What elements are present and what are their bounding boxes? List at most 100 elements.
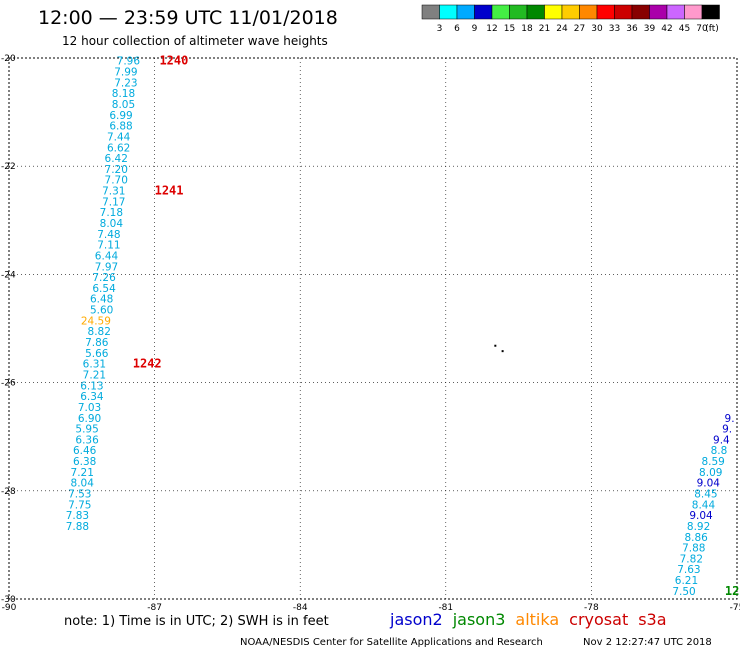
- time-stamp: 1242: [133, 357, 162, 371]
- swh-value: 7.48: [97, 229, 120, 241]
- swh-value: 7.20: [105, 164, 128, 176]
- footer-note: note: 1) Time is in UTC; 2) SWH is in fe…: [64, 614, 329, 629]
- legend-label: 33: [609, 24, 620, 34]
- swh-value: 8.8: [711, 445, 728, 457]
- swh-value: 6.62: [107, 142, 130, 154]
- y-tick-label: -22: [1, 162, 16, 172]
- marker-dot: [501, 350, 504, 353]
- x-tick-label: -90: [2, 603, 17, 613]
- swh-value: 8.04: [100, 218, 124, 230]
- legend-swatch: [649, 4, 668, 20]
- swh-value: 9.04: [689, 510, 713, 522]
- swh-value: 7.96: [117, 56, 141, 68]
- legend-label: 18: [521, 24, 533, 34]
- swh-value: 7.86: [85, 337, 109, 349]
- legend-swatch: [474, 4, 493, 20]
- legend-label: 27: [574, 24, 585, 34]
- y-tick-label: -30: [1, 595, 16, 605]
- swh-value: 8.09: [699, 467, 722, 479]
- swh-value: 7.26: [92, 272, 116, 284]
- legend-swatch: [596, 4, 615, 20]
- legend-label: 70: [696, 24, 708, 34]
- swh-value: 7.18: [100, 207, 123, 219]
- legend-label: 24: [556, 24, 568, 34]
- legend-label: 9: [472, 24, 478, 34]
- time-stamp: 1240: [159, 54, 188, 68]
- legend-swatch: [491, 4, 510, 20]
- legend-swatch: [526, 4, 545, 20]
- swh-value: 7.23: [114, 77, 137, 89]
- swh-value: 8.86: [684, 532, 708, 544]
- swh-value: 7.11: [97, 240, 120, 252]
- swh-value: 6.38: [73, 456, 96, 468]
- swh-value: 6.44: [95, 250, 119, 262]
- swh-value: 7.63: [677, 564, 700, 576]
- grid-lines: [9, 58, 737, 599]
- swh-value: 7.53: [68, 489, 91, 501]
- legend-swatch: [614, 4, 633, 20]
- swh-value: 8.18: [112, 88, 135, 100]
- legend-swatch: [456, 4, 475, 20]
- swh-value: 7.88: [682, 543, 705, 555]
- x-tick-label: -87: [147, 603, 162, 613]
- swh-value: 8.59: [701, 456, 724, 468]
- swh-value: 8.05: [112, 99, 135, 111]
- swh-value: 9.04: [697, 478, 721, 490]
- plot-frame: [8, 57, 738, 600]
- color-legend: 3 6 9 12 15 18 21 24 27 30 33 36 39 42 45 70(ft): [421, 4, 720, 34]
- legend-swatch: [579, 4, 598, 20]
- swh-value: 8.44: [692, 499, 716, 511]
- swh-value: 6.90: [78, 413, 101, 425]
- swh-value: 7.88: [66, 521, 89, 533]
- legend-swatch: [544, 4, 563, 20]
- swh-value: 6.36: [75, 434, 99, 446]
- swh-value: 5.60: [90, 305, 113, 317]
- swh-value: 8.82: [88, 326, 111, 338]
- credit-line: NOAA/NESDIS Center for Satellite Applica…: [240, 637, 543, 648]
- swh-value: 7.82: [680, 553, 703, 565]
- legend-swatch: [631, 4, 650, 20]
- swh-value: 9.4: [713, 434, 730, 446]
- swh-value: 6.31: [83, 359, 106, 371]
- data-points: 7.967.997.238.188.056.996.887.446.626.42…: [66, 56, 735, 598]
- swh-value: 6.48: [90, 294, 113, 306]
- satellite-label: jason3: [452, 610, 506, 629]
- chart-subtitle: 12 hour collection of altimeter wave hei…: [62, 34, 328, 48]
- marker-dot: [494, 344, 497, 347]
- legend-swatch: [561, 4, 580, 20]
- legend-label: 15: [504, 24, 515, 34]
- legend-label: 12: [486, 24, 497, 34]
- swh-value: 7.50: [672, 586, 695, 598]
- legend-label: 21: [539, 24, 550, 34]
- swh-value: 7.03: [78, 402, 101, 414]
- legend-label: 36: [626, 24, 638, 34]
- swh-value: 6.99: [109, 110, 132, 122]
- legend-label: 6: [454, 24, 460, 34]
- legend-label: (ft): [705, 24, 719, 34]
- time-stamp: 1200: [725, 584, 740, 598]
- legend-swatch: [439, 4, 458, 20]
- swh-value: 6.54: [92, 283, 116, 295]
- swh-value: 5.66: [85, 348, 109, 360]
- swh-value: 8.04: [71, 478, 95, 490]
- legend-label: 42: [661, 24, 672, 34]
- legend-swatch: [666, 4, 685, 20]
- satellite-label: s3a: [638, 610, 666, 629]
- x-tick-label: -78: [584, 603, 599, 613]
- chart-title: 12:00 — 23:59 UTC 11/01/2018: [38, 7, 338, 29]
- swh-value: 9.: [722, 424, 732, 436]
- swh-value: 24.59: [81, 315, 111, 327]
- swh-value: 7.44: [107, 131, 131, 143]
- y-tick-label: -24: [1, 270, 16, 280]
- timestamp: Nov 2 12:27:47 UTC 2018: [583, 637, 712, 648]
- swh-value: 9.: [725, 413, 735, 425]
- x-tick-label: -84: [293, 603, 308, 613]
- markers: [494, 344, 504, 353]
- swh-value: 6.46: [73, 445, 97, 457]
- swh-value: 6.88: [109, 121, 132, 133]
- swh-value: 5.95: [75, 424, 98, 436]
- legend-swatch: [701, 4, 720, 20]
- legend-label: 30: [591, 24, 603, 34]
- legend-swatch: [509, 4, 528, 20]
